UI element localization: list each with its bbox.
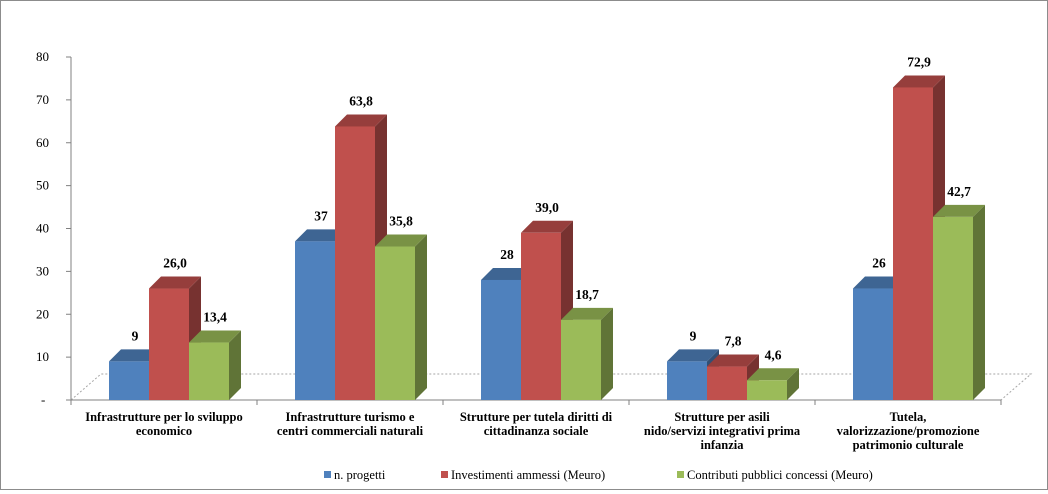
data-label: 26,0 bbox=[163, 256, 187, 271]
floor-plane bbox=[69, 373, 1033, 401]
legend-swatch bbox=[324, 471, 331, 478]
legend-label: Contributi pubblici concessi (Meuro) bbox=[687, 468, 873, 482]
y-tick-label: - bbox=[41, 392, 45, 407]
bar bbox=[149, 288, 189, 400]
x-category-label: Tutela, bbox=[890, 410, 927, 424]
bar bbox=[335, 126, 375, 401]
bar bbox=[853, 288, 893, 400]
bar bbox=[561, 319, 601, 400]
data-label: 9 bbox=[690, 328, 697, 343]
bar bbox=[893, 87, 933, 400]
y-tick-label: 80 bbox=[36, 49, 49, 64]
data-label: 39,0 bbox=[535, 200, 559, 215]
data-labels: 9 26,0 13,4 37 63,8 35,8 28 39,0 18,7 9 7,8 4,6 26 72… bbox=[132, 54, 971, 362]
data-label: 13,4 bbox=[203, 310, 227, 325]
data-label: 72,9 bbox=[907, 54, 931, 69]
bar-top bbox=[853, 276, 905, 289]
x-category-label: Infrastrutture turismo e bbox=[286, 410, 415, 424]
bar bbox=[189, 342, 229, 400]
x-category-label: Strutture per asili bbox=[674, 410, 770, 424]
bar-side bbox=[229, 330, 241, 400]
bar-top bbox=[295, 229, 347, 242]
data-label: 63,8 bbox=[349, 93, 373, 108]
bar-side bbox=[787, 368, 799, 400]
legend: n. progetti Investimenti ammessi (Meuro) C… bbox=[324, 468, 873, 482]
bar-top bbox=[893, 75, 945, 88]
data-label: 37 bbox=[314, 208, 328, 223]
bar-top bbox=[481, 267, 533, 280]
bar bbox=[747, 380, 787, 400]
bars bbox=[109, 75, 985, 401]
x-category-label: valorizzazione/promozione bbox=[837, 424, 980, 438]
bar bbox=[521, 232, 561, 400]
bar-side bbox=[415, 234, 427, 400]
data-label: 26 bbox=[872, 256, 886, 271]
bar-top bbox=[707, 354, 759, 367]
bar bbox=[707, 366, 747, 400]
data-label: 4,6 bbox=[765, 347, 782, 362]
data-label: 9 bbox=[132, 328, 139, 343]
bar-top bbox=[335, 114, 387, 127]
y-tick-label: 40 bbox=[36, 221, 49, 236]
bar-side bbox=[601, 307, 613, 400]
data-label: 42,7 bbox=[947, 184, 971, 199]
bar-top bbox=[109, 349, 161, 362]
x-category-label: infanzia bbox=[700, 438, 744, 452]
bar bbox=[667, 361, 707, 400]
bar-top bbox=[189, 330, 241, 343]
bar-side bbox=[973, 204, 985, 400]
bar-top bbox=[933, 204, 985, 217]
bar-top bbox=[747, 368, 799, 381]
x-category-label: economico bbox=[136, 424, 192, 438]
bar-top bbox=[375, 234, 427, 247]
y-tick-label: 30 bbox=[36, 263, 49, 278]
x-category-label: cittadinanza sociale bbox=[484, 424, 589, 438]
data-label: 7,8 bbox=[725, 334, 742, 349]
y-tick-label: 20 bbox=[36, 306, 49, 321]
x-category-label: centri commerciali naturali bbox=[277, 424, 424, 438]
data-label: 18,7 bbox=[575, 287, 599, 302]
bar-top bbox=[667, 349, 719, 362]
data-label: 28 bbox=[500, 247, 514, 262]
bar-top bbox=[561, 307, 613, 320]
legend-label: Investimenti ammessi (Meuro) bbox=[451, 468, 605, 482]
bar-top bbox=[521, 220, 573, 233]
data-label: 35,8 bbox=[389, 214, 413, 229]
legend-swatch bbox=[441, 471, 448, 478]
y-tick-label: 60 bbox=[36, 135, 49, 150]
y-tick-label: 10 bbox=[36, 349, 49, 364]
y-tick-label: 50 bbox=[36, 178, 49, 193]
bar-top bbox=[149, 276, 201, 289]
legend-label: n. progetti bbox=[334, 468, 386, 482]
y-tick-label: 70 bbox=[36, 92, 49, 107]
bar bbox=[481, 279, 521, 400]
x-category-label: Strutture per tutela diritti di bbox=[460, 410, 613, 424]
bar bbox=[295, 241, 335, 400]
legend-swatch bbox=[677, 471, 684, 478]
bar bbox=[109, 361, 149, 400]
x-category-label: nido/servizi integrativi prima bbox=[644, 424, 801, 438]
x-category-label: patrimonio culturale bbox=[853, 438, 964, 452]
bar bbox=[375, 246, 415, 400]
x-category-label: Infrastrutture per lo sviluppo bbox=[85, 410, 243, 424]
bar bbox=[933, 216, 973, 400]
